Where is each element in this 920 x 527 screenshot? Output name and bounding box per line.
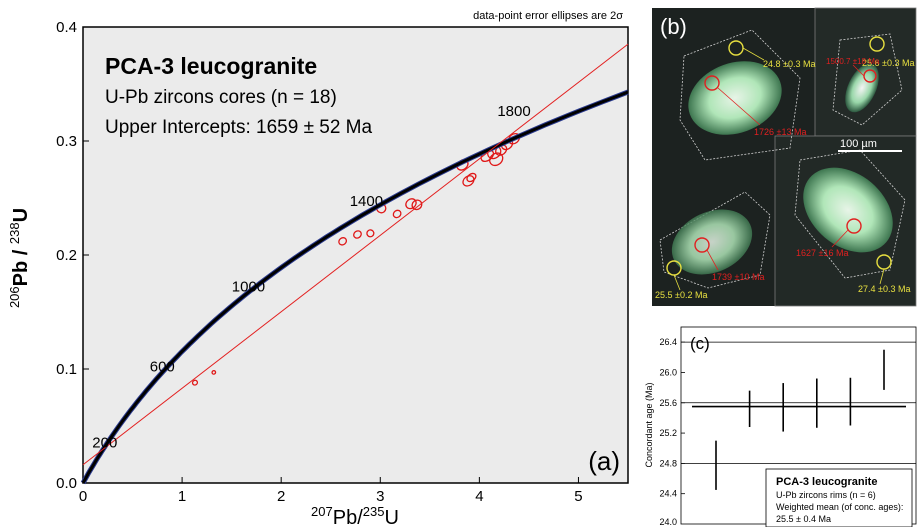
y-tick-label-c: 25.6 [659,398,677,408]
rim-age-4: 27.4 ±0.3 Ma [858,284,910,294]
error-note: data-point error ellipses are 2σ [473,10,623,22]
age-labels: 200 600 1000 1400 1800 [92,103,530,452]
panel-label-b: (b) [660,14,687,39]
zircon-outline-1 [679,29,801,161]
age-label: 600 [150,359,175,376]
concordant-age-plot: 24.4 24.8 25.2 25.6 26.0 26.4 24.0 (c) Concord… [644,326,917,527]
rim-age-3: 25.5 ±0.2 Ma [655,290,707,300]
y-tick-label-c: 24.8 [659,458,677,468]
x-tick-label: 1 [178,488,186,505]
x-tick-label: 0 [79,488,87,505]
error-ellipse [191,379,199,386]
core-spot-3 [694,237,710,253]
error-ellipses [191,132,521,386]
zircon-outline-2 [832,33,903,126]
y-tick-label: 0.4 [56,19,77,36]
panel-label-a: (a) [588,446,620,476]
concordia-curve [81,90,629,484]
y-tick-label: 0.2 [56,247,77,264]
axis-ticks-c: 24.4 24.8 25.2 25.6 26.0 26.4 24.0 [659,337,916,527]
y-tick-label-c: 24.4 [659,489,677,499]
y-axis-label-c: Concordant age (Ma) [644,382,654,467]
y-axis-label: 206Pb / 238U [7,208,32,308]
core-spot-4 [846,218,862,234]
legend-box [765,468,913,527]
core-age-3: 1739 ±10 Ma [712,272,764,282]
error-ellipse [466,172,477,183]
y-tick-label: 0.3 [56,133,77,150]
legend-line-3: 25.5 ± 0.4 Ma [776,514,831,524]
error-ellipse [211,370,217,375]
legend-line-1: U-Pb zircons rims (n = 6) [776,490,876,500]
x-axis-label: 207Pb/235U [311,504,399,527]
subtitle-line-1: U-Pb zircons cores (n = 18) [105,87,337,108]
error-ellipse [392,209,402,219]
core-age-2: 1500.7 ±18 Ma [826,57,880,66]
zircon-cl-images: 24.8 ±0.3 Ma 25.6 ±0.3 Ma 25.5 ±0.2 Ma 2… [652,7,917,307]
zircon-grain-2 [845,63,879,113]
core-age-4: 1627 ±16 Ma [796,248,848,258]
concordia-plot: 0 1 2 3 4 5 0.0 0.1 0.2 0.3 0.4 200 600 1000 1400 1800… [7,10,629,527]
rim-age-2: 25.6 ±0.3 Ma [862,58,914,68]
error-ellipse [353,230,362,239]
chart-title: PCA-3 leucogranite [105,53,317,79]
panel-label-c: (c) [690,334,710,353]
error-ellipse [366,229,375,238]
age-label: 1800 [497,103,530,120]
curves [80,43,629,485]
age-label: 1400 [350,193,383,210]
y-tick-label: 0.1 [56,361,77,378]
x-tick-label: 4 [475,488,483,505]
y-tick-label-c: 26.4 [659,337,677,347]
legend-line-2: Weighted mean (of conc. ages): [776,502,903,512]
legend-title: PCA-3 leucogranite [776,476,877,488]
zircon-grain-4 [803,167,893,253]
core-spot-1 [704,75,720,91]
error-ellipse [462,175,475,187]
age-label: 200 [92,435,117,452]
x-tick-label: 3 [376,488,384,505]
y-tick-label-c: 24.0 [659,517,677,527]
rim-spot-2 [869,36,885,52]
zircon-grain-3 [671,209,753,275]
x-tick-label: 2 [277,488,285,505]
rim-age-1: 24.8 ±0.3 Ma [763,59,815,69]
zircon-grain-1 [688,61,782,135]
error-ellipse [338,237,348,246]
x-tick-label: 5 [574,488,582,505]
discordia-line [82,43,629,466]
y-tick-label: 0.0 [56,475,77,492]
error-ellipse [411,199,423,211]
y-tick-label-c: 26.0 [659,367,677,377]
y-tick-label-c: 25.2 [659,428,677,438]
age-label: 1000 [232,278,265,295]
core-age-1: 1726 ±13 Ma [754,127,806,137]
scale-bar-label: 100 µm [840,138,877,150]
subtitle-line-2: Upper Intercepts: 1659 ± 52 Ma [105,117,373,138]
error-bars [715,349,885,490]
